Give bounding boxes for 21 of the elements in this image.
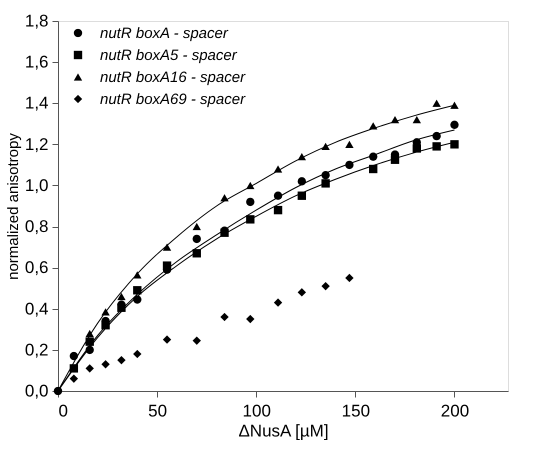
legend-label: nutR boxA - spacer <box>100 25 229 42</box>
y-tick-label: 0,0 <box>24 382 48 400</box>
x-tick-label: 150 <box>342 402 370 420</box>
y-tick-label: 1,8 <box>24 12 48 30</box>
y-tick-label: 0,2 <box>24 340 48 360</box>
x-tick-label: 0 <box>58 402 68 420</box>
y-tick-label: 1,2 <box>24 134 48 154</box>
x-tick-label: 50 <box>148 402 168 420</box>
y-tick-label: 1,6 <box>24 52 48 72</box>
legend-label: nutR boxA69 - spacer <box>100 91 246 108</box>
y-tick-label: 0,8 <box>24 217 48 236</box>
y-tick-label: 1,4 <box>24 94 48 113</box>
legend-label: nutR boxA5 - spacer <box>100 47 238 64</box>
y-tick-label: 0,4 <box>24 299 48 318</box>
y-tick-label: 0,6 <box>24 258 48 278</box>
y-tick-label: 1,0 <box>24 176 48 195</box>
x-axis-title: ΔNusA [µM] <box>238 422 329 440</box>
y-axis-title: normalized anisotropy <box>4 132 22 280</box>
x-tick-label: 100 <box>242 402 271 420</box>
x-tick-label: 200 <box>440 402 470 420</box>
legend-label: nutR boxA16 - spacer <box>100 69 246 86</box>
